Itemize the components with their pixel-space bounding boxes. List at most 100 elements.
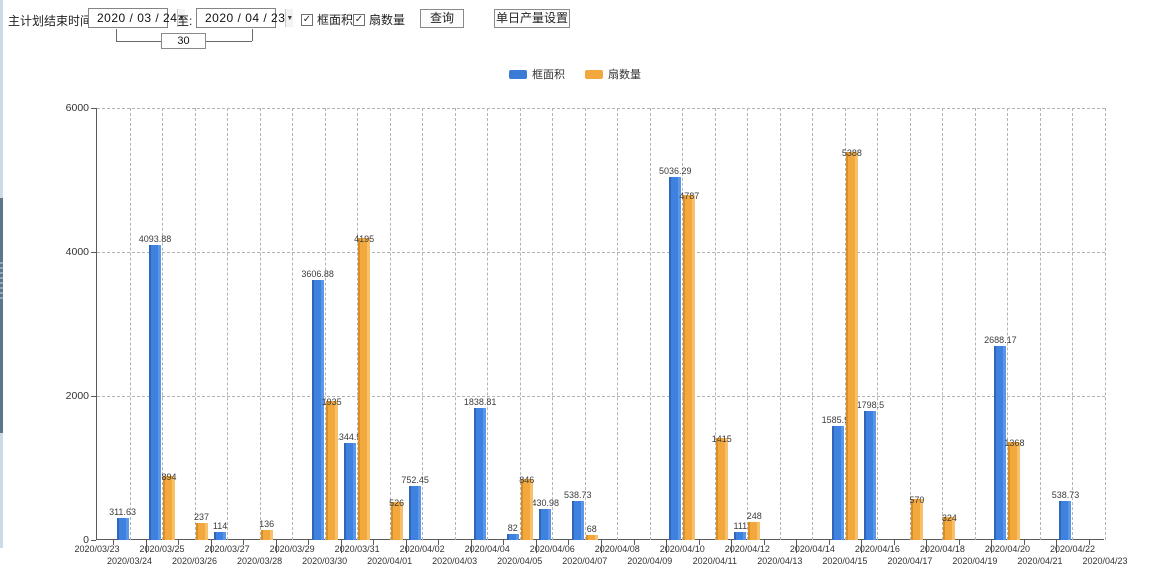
y-axis-tick xyxy=(91,252,96,253)
bar-value-label: 111 xyxy=(733,521,748,531)
bar-框面积 xyxy=(409,485,422,540)
x-axis-tick xyxy=(1088,540,1090,545)
vertical-gridline xyxy=(1105,108,1106,540)
x-axis-tick xyxy=(113,540,115,545)
x-axis-date-label: 2020/04/13 xyxy=(757,556,803,566)
vertical-gridline xyxy=(714,108,716,540)
vertical-gridline xyxy=(324,108,326,540)
bar-扇数量 xyxy=(358,237,371,540)
vertical-gridline xyxy=(129,108,131,540)
y-axis-tick xyxy=(91,396,96,397)
legend-label: 框面积 xyxy=(532,69,565,81)
bar-value-label: 1344.95 xyxy=(333,432,367,443)
checkbox-group-area[interactable]: ✓ 框面积 xyxy=(301,11,353,28)
x-axis-date-label: 2020/04/04 xyxy=(464,544,510,554)
bar-框面积 xyxy=(311,280,324,540)
bar-扇数量 xyxy=(910,498,923,540)
x-axis-tick xyxy=(438,540,440,545)
checkbox-group-fan[interactable]: ✓ 扇数量 xyxy=(353,11,405,28)
x-axis-date-label: 2020/04/14 xyxy=(789,544,835,554)
date-from-picker[interactable]: 2020 / 03 / 24 ▼ xyxy=(88,8,186,28)
vertical-gridline xyxy=(649,108,651,540)
daily-output-settings-button[interactable]: 单日产量设置 xyxy=(494,9,570,28)
date-to-picker[interactable]: 2020 / 04 / 23 ▼ xyxy=(196,8,294,28)
x-axis-date-label: 2020/03/29 xyxy=(269,544,315,554)
connector-line xyxy=(206,41,252,42)
x-axis-date-label: 2020/04/11 xyxy=(692,556,737,566)
chevron-down-icon[interactable]: ▼ xyxy=(177,9,186,27)
x-axis-date-label: 2020/04/21 xyxy=(1017,556,1063,566)
vertical-gridline xyxy=(422,108,424,540)
bar-value-label: 1368 xyxy=(1004,437,1025,448)
vertical-gridline xyxy=(292,108,294,540)
x-axis-tick xyxy=(958,540,960,545)
bar-value-label: 752.45 xyxy=(401,474,429,485)
vertical-gridline xyxy=(617,108,619,540)
vertical-gridline xyxy=(942,108,944,540)
vertical-gridline xyxy=(227,108,229,540)
x-axis-date-label: 2020/04/08 xyxy=(594,544,640,554)
x-axis-tick xyxy=(763,540,765,545)
bar-value-label: 1415 xyxy=(711,434,732,445)
connector-line xyxy=(252,29,253,41)
bar-扇数量 xyxy=(163,475,176,540)
x-axis-tick xyxy=(178,540,180,545)
bar-value-label: 846 xyxy=(519,475,535,486)
x-axis-date-label: 2020/04/23 xyxy=(1082,556,1128,566)
y-axis-tick-label: 0 xyxy=(83,534,89,546)
bar-扇数量 xyxy=(520,479,533,540)
vertical-gridline xyxy=(389,108,391,540)
left-splitter-bar xyxy=(0,198,3,433)
bar-框面积 xyxy=(214,531,227,540)
x-axis-tick xyxy=(633,540,635,545)
x-axis-tick xyxy=(991,540,993,553)
x-axis-date-label: 2020/04/02 xyxy=(399,544,445,554)
x-axis-date-label: 2020/04/03 xyxy=(432,556,478,566)
checkbox-checked-icon[interactable]: ✓ xyxy=(301,13,313,26)
x-axis-date-label: 2020/04/15 xyxy=(822,556,868,566)
bar-value-label: 538.73 xyxy=(1051,490,1080,501)
vertical-gridline xyxy=(259,108,261,540)
x-axis-date-label: 2020/04/09 xyxy=(627,556,673,566)
vertical-gridline xyxy=(682,108,684,540)
bar-value-label: 68 xyxy=(586,524,597,535)
checkbox-checked-icon[interactable]: ✓ xyxy=(353,13,365,26)
x-axis-tick xyxy=(535,540,537,553)
bar-value-label: 82 xyxy=(507,523,518,534)
x-axis-date-label: 2020/03/26 xyxy=(172,556,218,566)
bar-扇数量 xyxy=(748,522,761,540)
vertical-gridline xyxy=(487,108,489,540)
x-axis-date-label: 2020/04/07 xyxy=(562,556,608,566)
bar-value-label: 136 xyxy=(259,519,275,530)
legend-item-fan: 扇数量 xyxy=(585,66,641,82)
bar-框面积 xyxy=(1059,501,1072,540)
bar-扇数量 xyxy=(195,522,208,540)
query-button[interactable]: 查询 xyxy=(420,9,464,28)
bar-value-label: 1798.5 xyxy=(856,399,885,410)
vertical-gridline xyxy=(909,108,911,540)
bar-value-label: 538.73 xyxy=(563,490,592,501)
x-axis-tick xyxy=(275,540,277,553)
bar-value-label: 4195 xyxy=(354,233,375,244)
y-axis-tick xyxy=(91,108,96,109)
bar-value-label: 5036.29 xyxy=(659,166,692,177)
connector-line xyxy=(116,41,161,42)
bar-框面积 xyxy=(116,517,129,540)
bar-value-label: 1935 xyxy=(321,396,342,407)
x-axis-tick xyxy=(1056,540,1058,553)
legend-swatch-blue xyxy=(509,69,527,79)
chevron-down-icon[interactable]: ▼ xyxy=(285,9,294,27)
bar-扇数量 xyxy=(260,530,273,540)
x-axis-date-label: 2020/04/12 xyxy=(724,544,770,554)
x-axis-tick xyxy=(1023,540,1025,545)
x-axis-tick xyxy=(601,540,602,553)
bar-value-label: 2688.17 xyxy=(984,335,1017,346)
x-axis-tick xyxy=(373,540,375,545)
bar-value-label: 894 xyxy=(161,471,177,482)
left-splitter-grip-icon xyxy=(0,262,3,302)
interval-days-input[interactable]: 30 xyxy=(161,33,206,49)
date-to-value: 2020 / 04 / 23 xyxy=(205,11,286,25)
bar-value-label: 311.63 xyxy=(109,506,136,517)
left-splitter[interactable] xyxy=(0,0,3,548)
